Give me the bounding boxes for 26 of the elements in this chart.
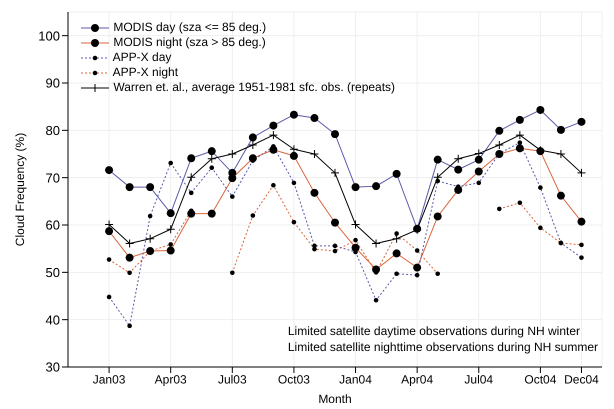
annotation: Limited satellite nighttime observations during NH summer: [288, 339, 598, 355]
legend-label: APP-X night: [112, 65, 178, 79]
x-tick-label: Oct04: [524, 372, 557, 387]
y-axis-title: Cloud Frequency (%): [13, 132, 27, 246]
x-axis-title: Month: [318, 392, 352, 406]
y-tick-label: 90: [46, 76, 60, 91]
legend-label: MODIS night (sza > 85 deg.): [113, 35, 266, 49]
y-tick-label: 100: [38, 28, 60, 44]
y-tick-label: 50: [46, 264, 60, 280]
x-tick-label: Apr04: [401, 372, 434, 387]
x-tick-label: Apr03: [154, 372, 188, 387]
annotation: Limited satellite daytime observations during NH winter: [288, 323, 581, 339]
y-tick-label: 30: [46, 360, 60, 375]
x-tick-label: Oct03: [278, 372, 310, 387]
legend-label: MODIS day (sza <= 85 deg.): [113, 20, 266, 34]
y-tick-label: 60: [46, 218, 60, 233]
x-tick-label: Jan04: [339, 372, 372, 387]
x-tick-label: Jul04: [464, 372, 494, 387]
x-tick-label: Dec04: [564, 372, 600, 387]
y-tick-label: 40: [46, 312, 60, 328]
y-tick-label: 70: [46, 170, 60, 186]
x-tick-label: Jan03: [92, 372, 126, 387]
legend-label: APP-X day: [112, 50, 172, 64]
x-tick-label: Jul03: [218, 372, 247, 387]
legend-label: Warren et. al., average 1951-1981 sfc. obs. (repeats): [113, 80, 396, 94]
y-tick-label: 80: [46, 122, 60, 138]
